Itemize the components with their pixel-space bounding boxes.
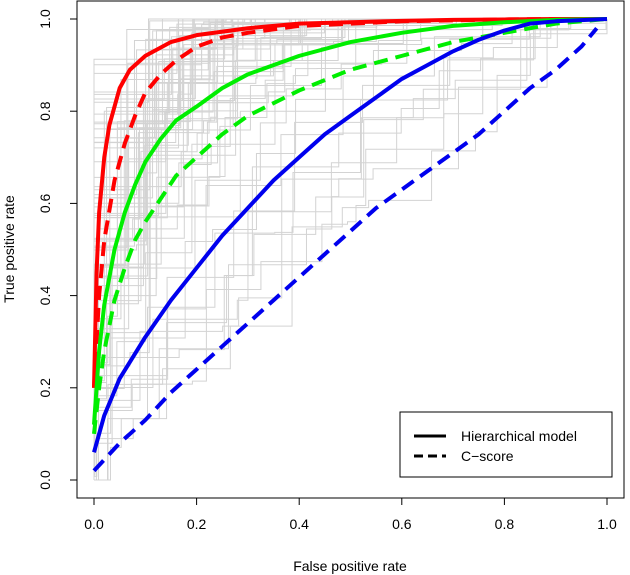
y-axis: 0.0 0.2 0.4 0.6 0.8 1.0 [37, 9, 78, 490]
x-tick-label: 0.4 [289, 516, 309, 532]
x-tick-label: 0.8 [495, 516, 515, 532]
x-tick-label: 0.0 [84, 516, 104, 532]
legend-box [399, 411, 613, 478]
y-tick-label: 0.4 [37, 286, 53, 306]
background-roc-curve [94, 19, 608, 481]
y-tick-label: 0.0 [37, 470, 53, 490]
y-axis-label: True positive rate [1, 195, 17, 303]
background-roc-curve [93, 18, 607, 480]
y-tick-label: 0.2 [37, 378, 53, 398]
series-3-line [92, 17, 608, 435]
background-roc-curve [93, 18, 607, 480]
background-roc-curve [93, 18, 607, 480]
y-tick-label: 1.0 [37, 9, 53, 29]
x-axis: 0.0 0.2 0.4 0.6 0.8 1.0 [84, 497, 617, 532]
x-tick-label: 0.6 [392, 516, 412, 532]
x-tick-label: 0.2 [187, 516, 207, 532]
series-1-line [92, 17, 607, 388]
series-layer [92, 17, 608, 473]
x-axis-label: False positive rate [293, 558, 407, 574]
legend: Hierarchical model C−score [399, 411, 613, 478]
series-2-line [92, 17, 608, 425]
background-roc-curve [94, 19, 608, 481]
x-tick-label: 1.0 [597, 516, 617, 532]
y-tick-label: 0.6 [37, 193, 53, 213]
series-4-line [92, 17, 608, 453]
legend-label-cscore: C−score [461, 448, 514, 464]
background-roc-curve [93, 18, 607, 480]
background-roc-curve [93, 18, 607, 480]
legend-label-hierarchical: Hierarchical model [461, 428, 577, 444]
series-5-line [92, 26, 599, 473]
background-roc-curve [93, 18, 607, 480]
y-tick-label: 0.8 [37, 101, 53, 121]
background-roc-curve [93, 18, 607, 480]
